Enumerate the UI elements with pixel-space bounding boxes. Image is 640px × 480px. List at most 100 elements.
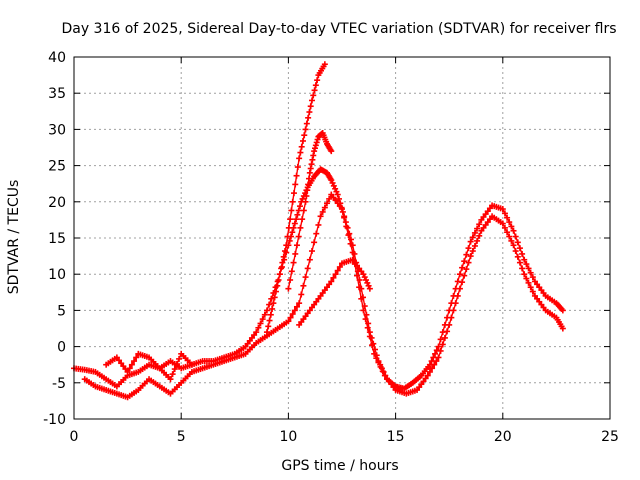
data-point (444, 328, 451, 335)
data-point (304, 265, 311, 272)
data-point (296, 203, 303, 210)
data-point (476, 232, 483, 239)
data-point (271, 294, 278, 301)
data-point (304, 187, 311, 194)
data-point (523, 275, 530, 282)
data-point (474, 237, 481, 244)
y-tick-label: 35 (48, 86, 66, 102)
data-point (268, 295, 275, 302)
data-point (297, 149, 304, 156)
data-point (504, 214, 511, 221)
data-point (287, 276, 294, 283)
data-point (169, 371, 176, 378)
data-point (437, 336, 444, 343)
y-tick-label: 30 (48, 122, 66, 138)
data-point (286, 237, 293, 244)
data-point (506, 233, 513, 240)
data-point (310, 92, 317, 99)
data-point (288, 207, 295, 214)
data-point (261, 311, 268, 318)
y-tick-label: 15 (48, 231, 66, 247)
series-1 (81, 191, 566, 401)
data-point (516, 245, 523, 252)
data-point (510, 242, 517, 249)
data-point (289, 229, 296, 236)
data-point (266, 317, 273, 324)
data-point (313, 139, 320, 146)
y-tick-label: 25 (48, 159, 66, 175)
data-point (437, 347, 444, 354)
data-point (448, 314, 455, 321)
data-point (456, 285, 463, 292)
data-point (426, 368, 433, 375)
data-point (263, 307, 270, 314)
data-point (476, 221, 483, 228)
data-point (289, 311, 296, 318)
data-point (298, 291, 305, 298)
data-point (527, 269, 534, 276)
y-tick-label: 20 (48, 195, 66, 211)
data-point (452, 300, 459, 307)
data-point (294, 211, 301, 218)
data-point (290, 259, 297, 266)
data-point (467, 253, 474, 260)
data-point (301, 132, 308, 139)
data-point (501, 210, 508, 217)
data-point (270, 300, 277, 307)
data-point (281, 248, 288, 255)
data-point (287, 314, 294, 321)
data-point (341, 214, 348, 221)
data-point (278, 265, 285, 272)
data-point (523, 261, 530, 268)
data-point (294, 164, 301, 171)
data-point (459, 264, 466, 271)
x-axis-label: GPS time / hours (281, 458, 398, 474)
data-point (176, 355, 183, 362)
y-tick-label: 0 (57, 340, 66, 356)
data-point (285, 318, 292, 325)
data-point (345, 232, 352, 239)
data-point (133, 354, 140, 361)
data-point (188, 361, 195, 368)
data-point (266, 301, 273, 308)
data-point (349, 249, 356, 256)
y-tick-label: 40 (48, 50, 66, 66)
data-point (469, 234, 476, 241)
data-point (308, 248, 315, 255)
data-point (326, 195, 333, 202)
data-point (124, 368, 131, 375)
data-point (308, 97, 315, 104)
data-point (469, 248, 476, 255)
data-point (314, 136, 321, 143)
data-point (347, 240, 354, 247)
data-point (279, 259, 286, 266)
data-point (334, 191, 341, 198)
data-point (269, 305, 276, 312)
data-point (335, 195, 342, 202)
data-point (514, 253, 521, 260)
data-point (306, 109, 313, 116)
y-tick-label: -10 (43, 412, 66, 428)
data-point (521, 256, 528, 263)
data-point (283, 242, 290, 249)
data-point (307, 103, 314, 110)
data-point (167, 376, 174, 383)
data-point (506, 219, 513, 226)
data-point (311, 145, 318, 152)
data-point (321, 61, 328, 68)
data-point (257, 320, 264, 327)
data-point (321, 204, 328, 211)
data-point (126, 365, 133, 372)
data-point (305, 175, 312, 182)
data-point (371, 350, 378, 357)
data-point (439, 341, 446, 348)
data-point (360, 307, 367, 314)
data-point (465, 245, 472, 252)
data-point (300, 282, 307, 289)
data-point (293, 172, 300, 179)
data-point (328, 148, 335, 155)
data-point (474, 225, 481, 232)
data-point (275, 276, 282, 283)
x-tick-label: 5 (177, 429, 186, 445)
